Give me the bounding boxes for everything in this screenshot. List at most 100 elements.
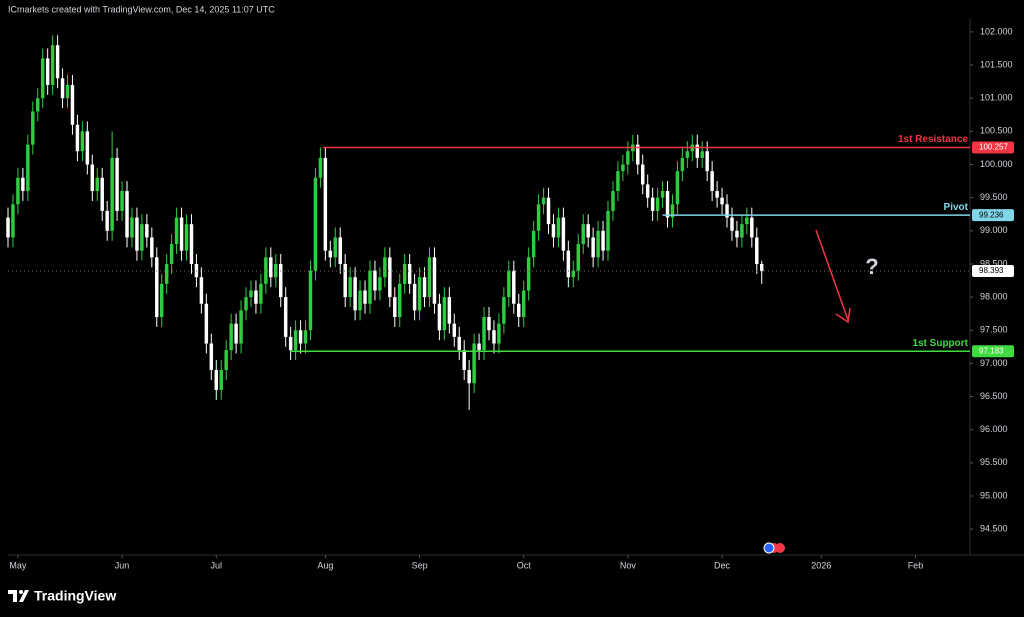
candle-body — [497, 323, 501, 344]
candle-body — [229, 323, 233, 351]
candle-body — [363, 290, 367, 304]
candle-body — [303, 330, 308, 344]
candle-body — [130, 217, 134, 238]
y-tick-label: 96.500 — [980, 391, 1008, 401]
candle-body — [274, 263, 278, 278]
candle-body — [383, 257, 387, 278]
y-tick-label: 97.500 — [980, 325, 1008, 335]
candle-body — [640, 164, 645, 185]
candle-body — [95, 177, 99, 192]
candle-body — [462, 350, 466, 371]
candle-body — [502, 297, 506, 324]
candle-body — [140, 224, 144, 251]
candle-body — [586, 224, 590, 238]
candle-body — [526, 257, 531, 291]
candle-body — [427, 257, 432, 298]
candle-body — [90, 164, 95, 192]
candle-body — [293, 330, 298, 351]
candle-body — [65, 84, 70, 99]
candle-body — [100, 177, 104, 211]
candle-body — [219, 370, 223, 390]
candle-body — [665, 191, 670, 218]
candle-body — [328, 250, 333, 258]
y-tick-label: 101.500 — [980, 59, 1013, 69]
candle-body — [536, 204, 541, 231]
candle-body — [412, 283, 417, 311]
candle-body — [50, 45, 55, 85]
candle-body — [740, 224, 744, 238]
candle-body — [735, 230, 739, 238]
candle-body — [209, 343, 214, 371]
candle-body — [611, 191, 615, 211]
candle-body — [55, 45, 60, 79]
candle-body — [11, 204, 15, 238]
candle-body — [159, 283, 164, 317]
candle-body — [75, 124, 80, 152]
candle-body — [616, 171, 620, 192]
candle-body — [680, 157, 685, 172]
candle-body — [373, 270, 377, 291]
event-icon — [763, 542, 785, 554]
candle-body — [670, 204, 675, 218]
candle-body — [224, 350, 228, 371]
x-tick-label: Aug — [317, 560, 333, 570]
candle-body — [155, 257, 159, 317]
candle-body — [417, 277, 422, 311]
candle-body — [125, 191, 129, 238]
candle-body — [571, 270, 576, 278]
candle-body — [566, 250, 571, 278]
candle-body — [551, 224, 556, 238]
candle-body — [164, 263, 169, 284]
x-tick-label: Jul — [211, 560, 223, 570]
y-tick-label: 99.500 — [980, 192, 1008, 202]
last-price-box — [972, 265, 1014, 278]
candle-body — [720, 197, 724, 205]
y-tick-label: 95.000 — [980, 490, 1008, 500]
candle-body — [21, 177, 25, 192]
candle-body — [313, 177, 318, 271]
x-tick-label: May — [9, 560, 27, 570]
level-label: Pivot — [944, 202, 969, 213]
candle-body — [521, 290, 526, 317]
level-label: 1st Resistance — [898, 134, 968, 145]
candle-body — [645, 184, 650, 198]
candle-body — [184, 224, 189, 251]
level-value-box — [972, 209, 1014, 222]
candle-body — [636, 144, 640, 165]
x-tick-label: Sep — [412, 560, 428, 570]
candle-body — [650, 197, 655, 211]
candle-body — [695, 144, 700, 158]
candle-body — [135, 217, 139, 251]
candle-body — [581, 224, 585, 245]
candle-body — [318, 157, 323, 178]
candle-body — [333, 237, 338, 258]
candle-body — [601, 230, 605, 251]
y-tick-label: 95.500 — [980, 457, 1008, 467]
candle-body — [45, 58, 50, 85]
candle-body — [36, 98, 40, 112]
candle-body — [244, 297, 248, 311]
x-tick-label: Dec — [714, 560, 731, 570]
candle-body — [174, 217, 179, 245]
candle-body — [700, 151, 704, 158]
level-value-box — [972, 345, 1014, 358]
candle-body — [710, 171, 714, 192]
candle-body — [531, 230, 536, 258]
level-value: 99.236 — [979, 210, 1004, 219]
candle-body — [264, 257, 268, 284]
annotation: ? — [865, 254, 878, 279]
y-tick-label: 100.000 — [980, 159, 1013, 169]
candle-body — [457, 336, 461, 351]
candle-body — [150, 237, 154, 258]
candle-body — [120, 191, 124, 211]
candle-body — [452, 323, 457, 337]
candle-body — [259, 283, 263, 304]
candle-body — [487, 316, 491, 331]
candle-body — [338, 237, 342, 264]
candle-body — [591, 237, 595, 258]
candle-body — [189, 224, 194, 264]
candle-body — [269, 257, 273, 278]
candle-body — [576, 244, 580, 271]
candle-body — [388, 257, 392, 298]
candle-body — [705, 151, 709, 172]
